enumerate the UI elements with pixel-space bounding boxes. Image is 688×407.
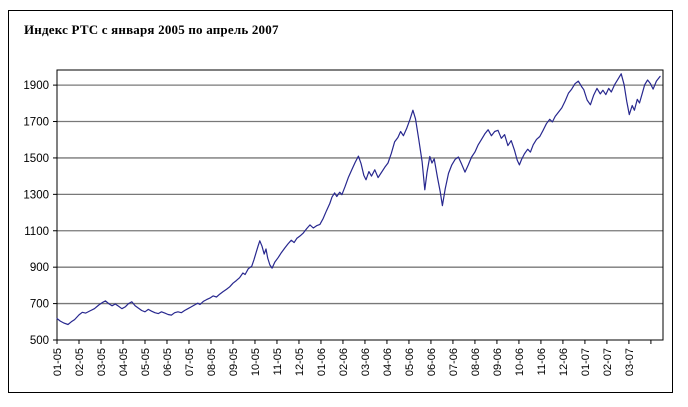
svg-text:08-06: 08-06 (470, 348, 482, 376)
svg-text:900: 900 (30, 262, 49, 274)
svg-text:02-06: 02-06 (338, 348, 350, 376)
svg-text:05-06: 05-06 (404, 348, 416, 376)
svg-text:02-07: 02-07 (602, 348, 614, 376)
svg-text:07-05: 07-05 (184, 348, 196, 376)
svg-text:03-07: 03-07 (624, 348, 636, 376)
svg-text:05-05: 05-05 (140, 348, 152, 376)
svg-text:06-05: 06-05 (162, 348, 174, 376)
svg-text:09-06: 09-06 (492, 348, 504, 376)
plot-border (56, 69, 664, 341)
svg-text:500: 500 (30, 335, 49, 347)
svg-text:01-07: 01-07 (580, 348, 592, 376)
svg-text:1700: 1700 (23, 117, 49, 129)
svg-text:700: 700 (30, 299, 49, 311)
x-axis-ticks-labels: 01-05 02-05 03-05 04-05 05-05 06-05 07-05 08-05… (52, 340, 652, 376)
svg-text:08-05: 08-05 (206, 348, 218, 376)
chart-frame (8, 10, 673, 393)
svg-text:03-06: 03-06 (360, 348, 372, 376)
y-axis-ticks-labels: 500 700 900 1100 1300 1500 1700 1900 (23, 80, 57, 347)
svg-text:11-05: 11-05 (272, 348, 284, 375)
svg-text:01-06: 01-06 (316, 348, 328, 376)
svg-text:12-05: 12-05 (294, 348, 306, 376)
svg-text:09-05: 09-05 (228, 348, 240, 376)
chart-title: Индекс РТС с января 2005 по апрель 2007 (24, 22, 279, 37)
svg-text:06-06: 06-06 (426, 348, 438, 376)
svg-text:04-05: 04-05 (118, 348, 130, 376)
svg-text:10-05: 10-05 (250, 348, 262, 376)
svg-text:03-05: 03-05 (96, 348, 108, 376)
svg-text:07-06: 07-06 (448, 348, 460, 376)
data-line-group (56, 73, 661, 326)
svg-text:12-06: 12-06 (558, 348, 570, 376)
svg-text:10-06: 10-06 (514, 348, 526, 376)
svg-text:1500: 1500 (23, 153, 49, 165)
svg-text:1900: 1900 (23, 80, 49, 92)
svg-text:04-06: 04-06 (382, 348, 394, 376)
svg-text:1100: 1100 (24, 226, 49, 238)
svg-text:02-05: 02-05 (74, 348, 86, 376)
gridlines-group (57, 84, 663, 305)
svg-text:01-05: 01-05 (52, 348, 64, 376)
svg-text:1300: 1300 (23, 189, 49, 201)
svg-text:11-06: 11-06 (536, 348, 548, 375)
